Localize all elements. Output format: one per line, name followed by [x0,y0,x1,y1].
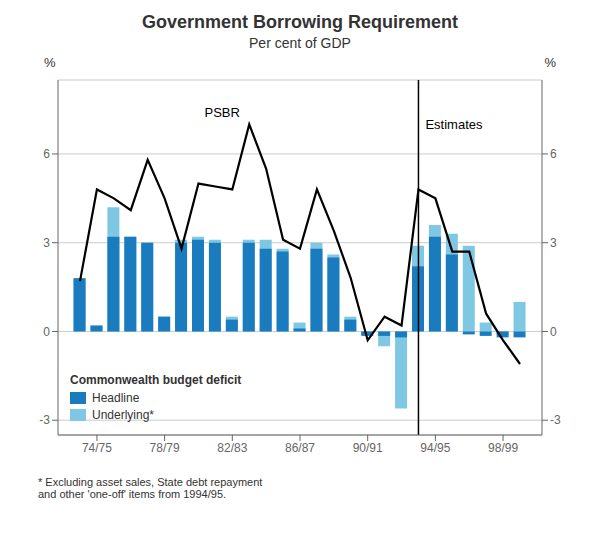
html-text:Commonwealth budget deficit: Commonwealth budget deficit [70,373,242,387]
svg-text:74/75: 74/75 [82,441,112,455]
svg-text:6: 6 [550,147,557,161]
svg-text:94/95: 94/95 [420,441,450,455]
svg-text:3: 3 [43,236,50,250]
html-text:Underlying*: Underlying* [92,408,154,422]
svg-text:82/83: 82/83 [217,441,247,455]
svg-text:-3: -3 [550,413,561,427]
svg-text:0: 0 [550,325,557,339]
svg-text:90/91: 90/91 [353,441,383,455]
svg-text:86/87: 86/87 [285,441,315,455]
html-text:and other 'one-off' items from: and other 'one-off' items from 1994/95. [38,488,227,500]
html-text:Per cent of GDP: Per cent of GDP [249,35,351,51]
svg-text:PSBR: PSBR [205,105,240,120]
svg-text:Estimates: Estimates [425,117,483,132]
svg-text:6: 6 [43,147,50,161]
html-text:* Excluding asset sales, State: * Excluding asset sales, State debt repa… [38,476,263,488]
html-text:Headline: Headline [92,391,140,405]
svg-text:-3: -3 [39,413,50,427]
html-text:Government Borrowing Requireme: Government Borrowing Requirement [142,12,458,32]
svg-text:0: 0 [43,325,50,339]
svg-text:98/99: 98/99 [488,441,518,455]
svg-text:78/79: 78/79 [150,441,180,455]
svg-text:3: 3 [550,236,557,250]
